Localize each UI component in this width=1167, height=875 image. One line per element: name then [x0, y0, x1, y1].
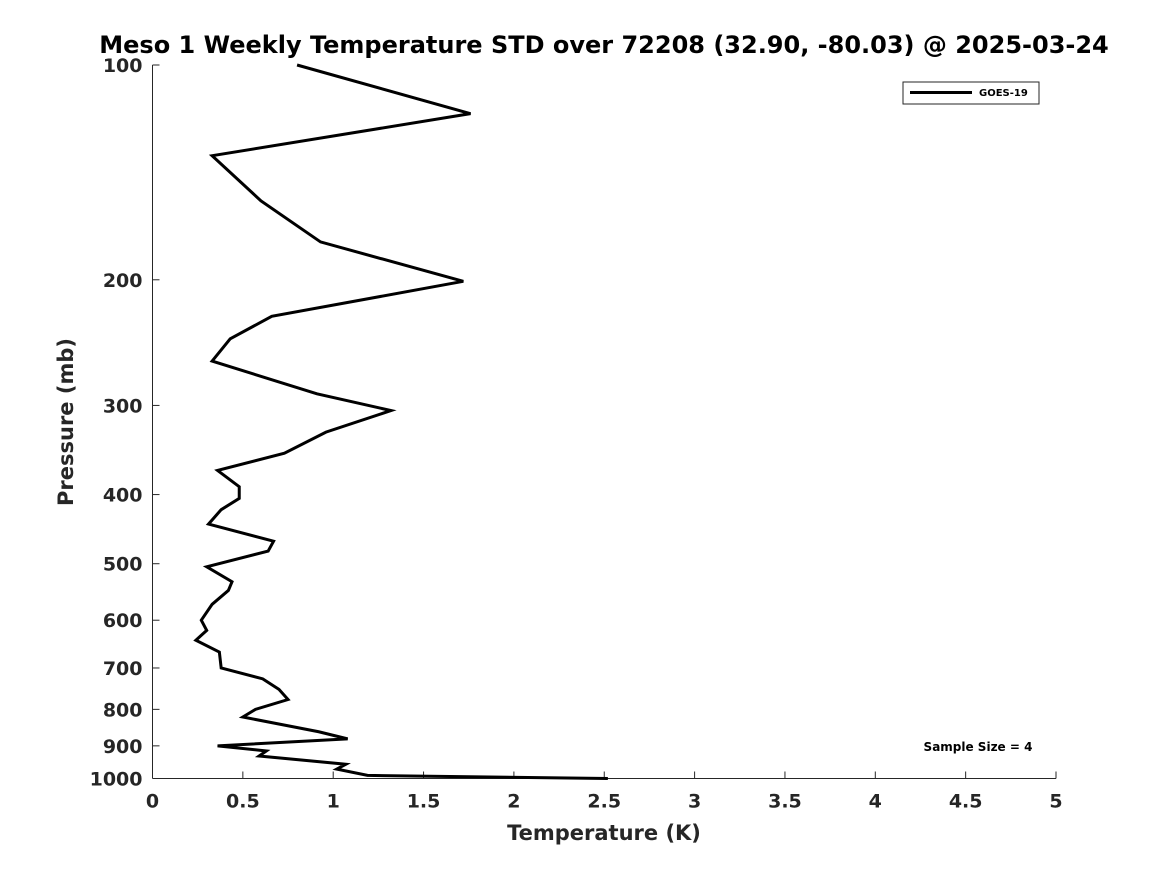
series-line — [193, 63, 608, 780]
series-group — [193, 63, 608, 780]
x-tick-label: 1 — [327, 791, 340, 813]
x-tick-label: 4 — [869, 791, 882, 813]
x-tick-label: 1.5 — [407, 791, 441, 813]
y-axis-label: Pressure (mb) — [54, 338, 78, 506]
y-tick-label: 500 — [103, 554, 143, 576]
x-tick-label: 2.5 — [587, 791, 621, 813]
x-tick-label: 2 — [507, 791, 520, 813]
x-ticks: 0 0.5 1 1.5 2 2.5 3 3.5 4 4.5 5 — [146, 771, 1063, 813]
y-tick-label: 1000 — [90, 769, 143, 791]
x-tick-label: 3 — [688, 791, 701, 813]
y-ticks: 100 200 300 400 500 600 700 800 900 1000 — [90, 55, 160, 791]
x-tick-label: 5 — [1049, 791, 1062, 813]
y-tick-label: 600 — [103, 610, 143, 632]
y-tick-label: 300 — [103, 395, 143, 417]
legend-label: GOES-19 — [979, 88, 1028, 99]
sample-size-annotation: Sample Size = 4 — [924, 740, 1033, 754]
chart-title: Meso 1 Weekly Temperature STD over 72208… — [99, 31, 1109, 59]
axes — [152, 65, 1056, 779]
legend: GOES-19 — [902, 81, 1040, 105]
y-tick-label: 900 — [103, 736, 143, 758]
x-tick-label: 3.5 — [768, 791, 802, 813]
y-tick-label: 700 — [103, 658, 143, 680]
y-tick-label: 800 — [103, 699, 143, 721]
y-tick-label: 400 — [103, 485, 143, 507]
x-tick-label: 0 — [146, 791, 159, 813]
y-tick-label: 100 — [103, 55, 143, 77]
x-tick-label: 0.5 — [226, 791, 260, 813]
x-axis-label: Temperature (K) — [507, 821, 701, 845]
x-tick-label: 4.5 — [949, 791, 983, 813]
y-tick-label: 200 — [103, 270, 143, 292]
